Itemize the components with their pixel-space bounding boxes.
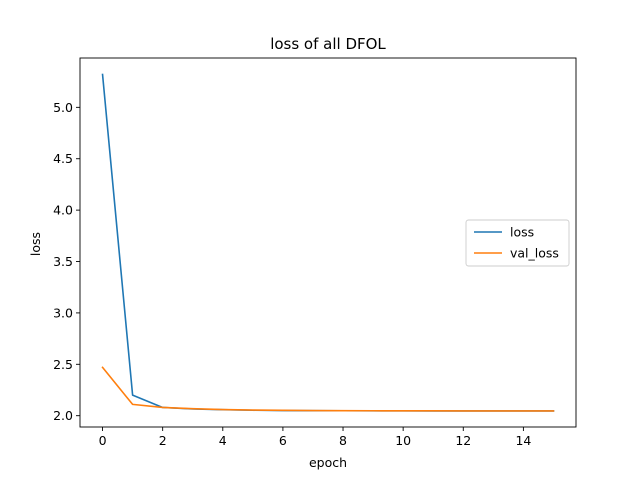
x-tick-label: 14 [515,433,531,448]
x-tick-label: 0 [99,433,107,448]
x-tick-label: 12 [455,433,471,448]
chart-title: loss of all DFOL [270,35,386,53]
legend: loss val_loss [465,219,570,267]
x-tick-label: 4 [219,433,227,448]
axes-frame [79,57,577,428]
y-tick-label: 5.0 [53,100,73,115]
x-axis-label: epoch [309,455,347,470]
y-tick-label: 4.0 [53,203,73,218]
x-tick-label: 6 [279,433,287,448]
legend-label-loss: loss [510,225,534,240]
legend-label-val-loss: val_loss [510,246,559,261]
y-tick-label: 2.0 [53,408,73,423]
x-tick-label: 8 [339,433,347,448]
x-tick-label: 10 [395,433,411,448]
x-tick-label: 2 [159,433,167,448]
y-tick-label: 2.5 [53,357,73,372]
y-tick-label: 3.0 [53,305,73,320]
y-tick-label: 4.5 [53,151,73,166]
series-line-val-loss [101,366,555,412]
y-axis-label: loss [28,232,43,256]
plot-area: 0 2 4 6 8 10 12 14 2.0 2.5 3.0 3.5 4.0 4.5 5.0 [53,57,577,448]
y-tick-label: 3.5 [53,254,73,269]
